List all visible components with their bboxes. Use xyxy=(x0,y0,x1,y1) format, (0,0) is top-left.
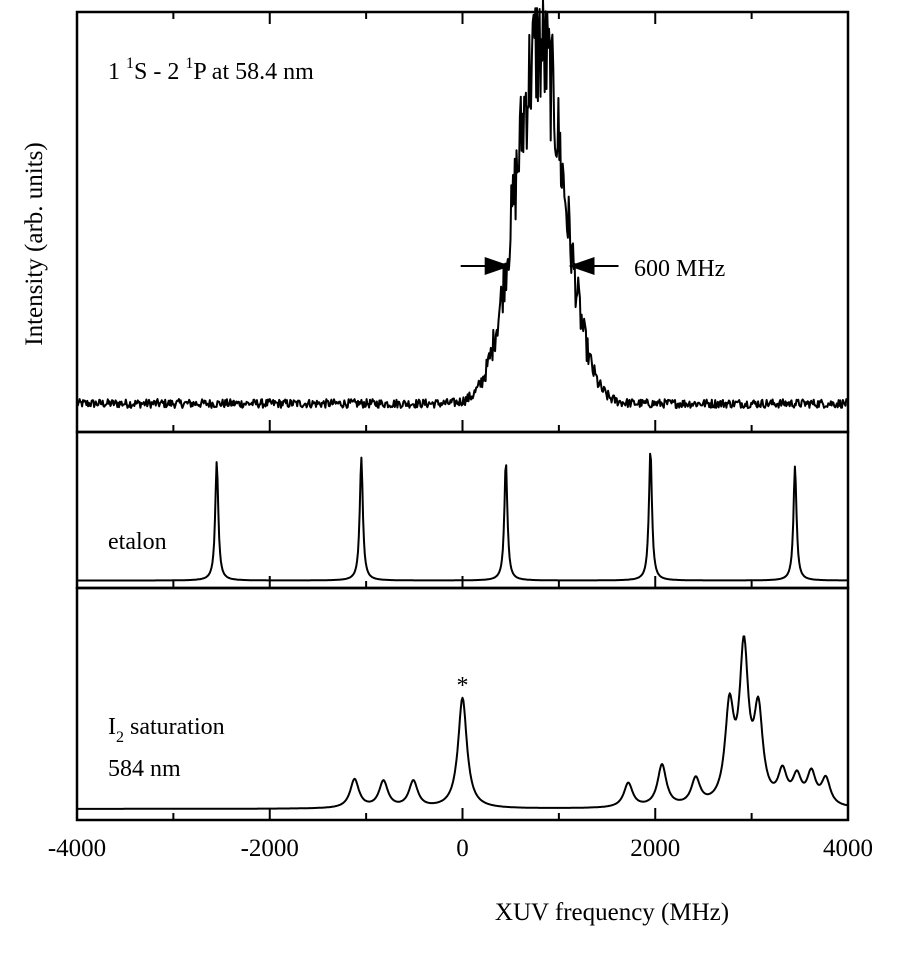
fwhm-arrows xyxy=(460,257,619,275)
x-tick-label: 0 xyxy=(456,835,469,862)
reference-peak-marker: * xyxy=(457,673,469,699)
iodine-spectrum-line xyxy=(76,635,849,810)
xuv-panel-label: 1 1S - 2 1P at 58.4 nm xyxy=(108,55,314,85)
xuv-spectrum-line xyxy=(76,0,849,409)
fwhm-left-arrow-head xyxy=(484,257,511,275)
x-axis-ticks: -4000 -2000 0 2000 4000 xyxy=(48,12,873,862)
x-tick-label: 2000 xyxy=(630,835,680,862)
iodine-panel-label-line1: I2 saturation xyxy=(108,714,225,746)
fwhm-annotation: 600 MHz xyxy=(634,256,725,282)
y-axis-title: Intensity (arb. units) xyxy=(21,142,48,345)
etalon-spectrum-line xyxy=(76,452,849,582)
x-tick-label: -2000 xyxy=(241,835,299,862)
etalon-panel-label: etalon xyxy=(108,529,167,555)
panel-frame-etalon xyxy=(75,430,850,590)
x-tick-label: 4000 xyxy=(823,835,873,862)
x-tick-label: -4000 xyxy=(48,835,106,862)
x-axis-title: XUV frequency (MHz) xyxy=(495,899,729,926)
fwhm-right-arrow-head xyxy=(568,257,595,275)
iodine-panel-label-line2: 584 nm xyxy=(108,756,181,782)
